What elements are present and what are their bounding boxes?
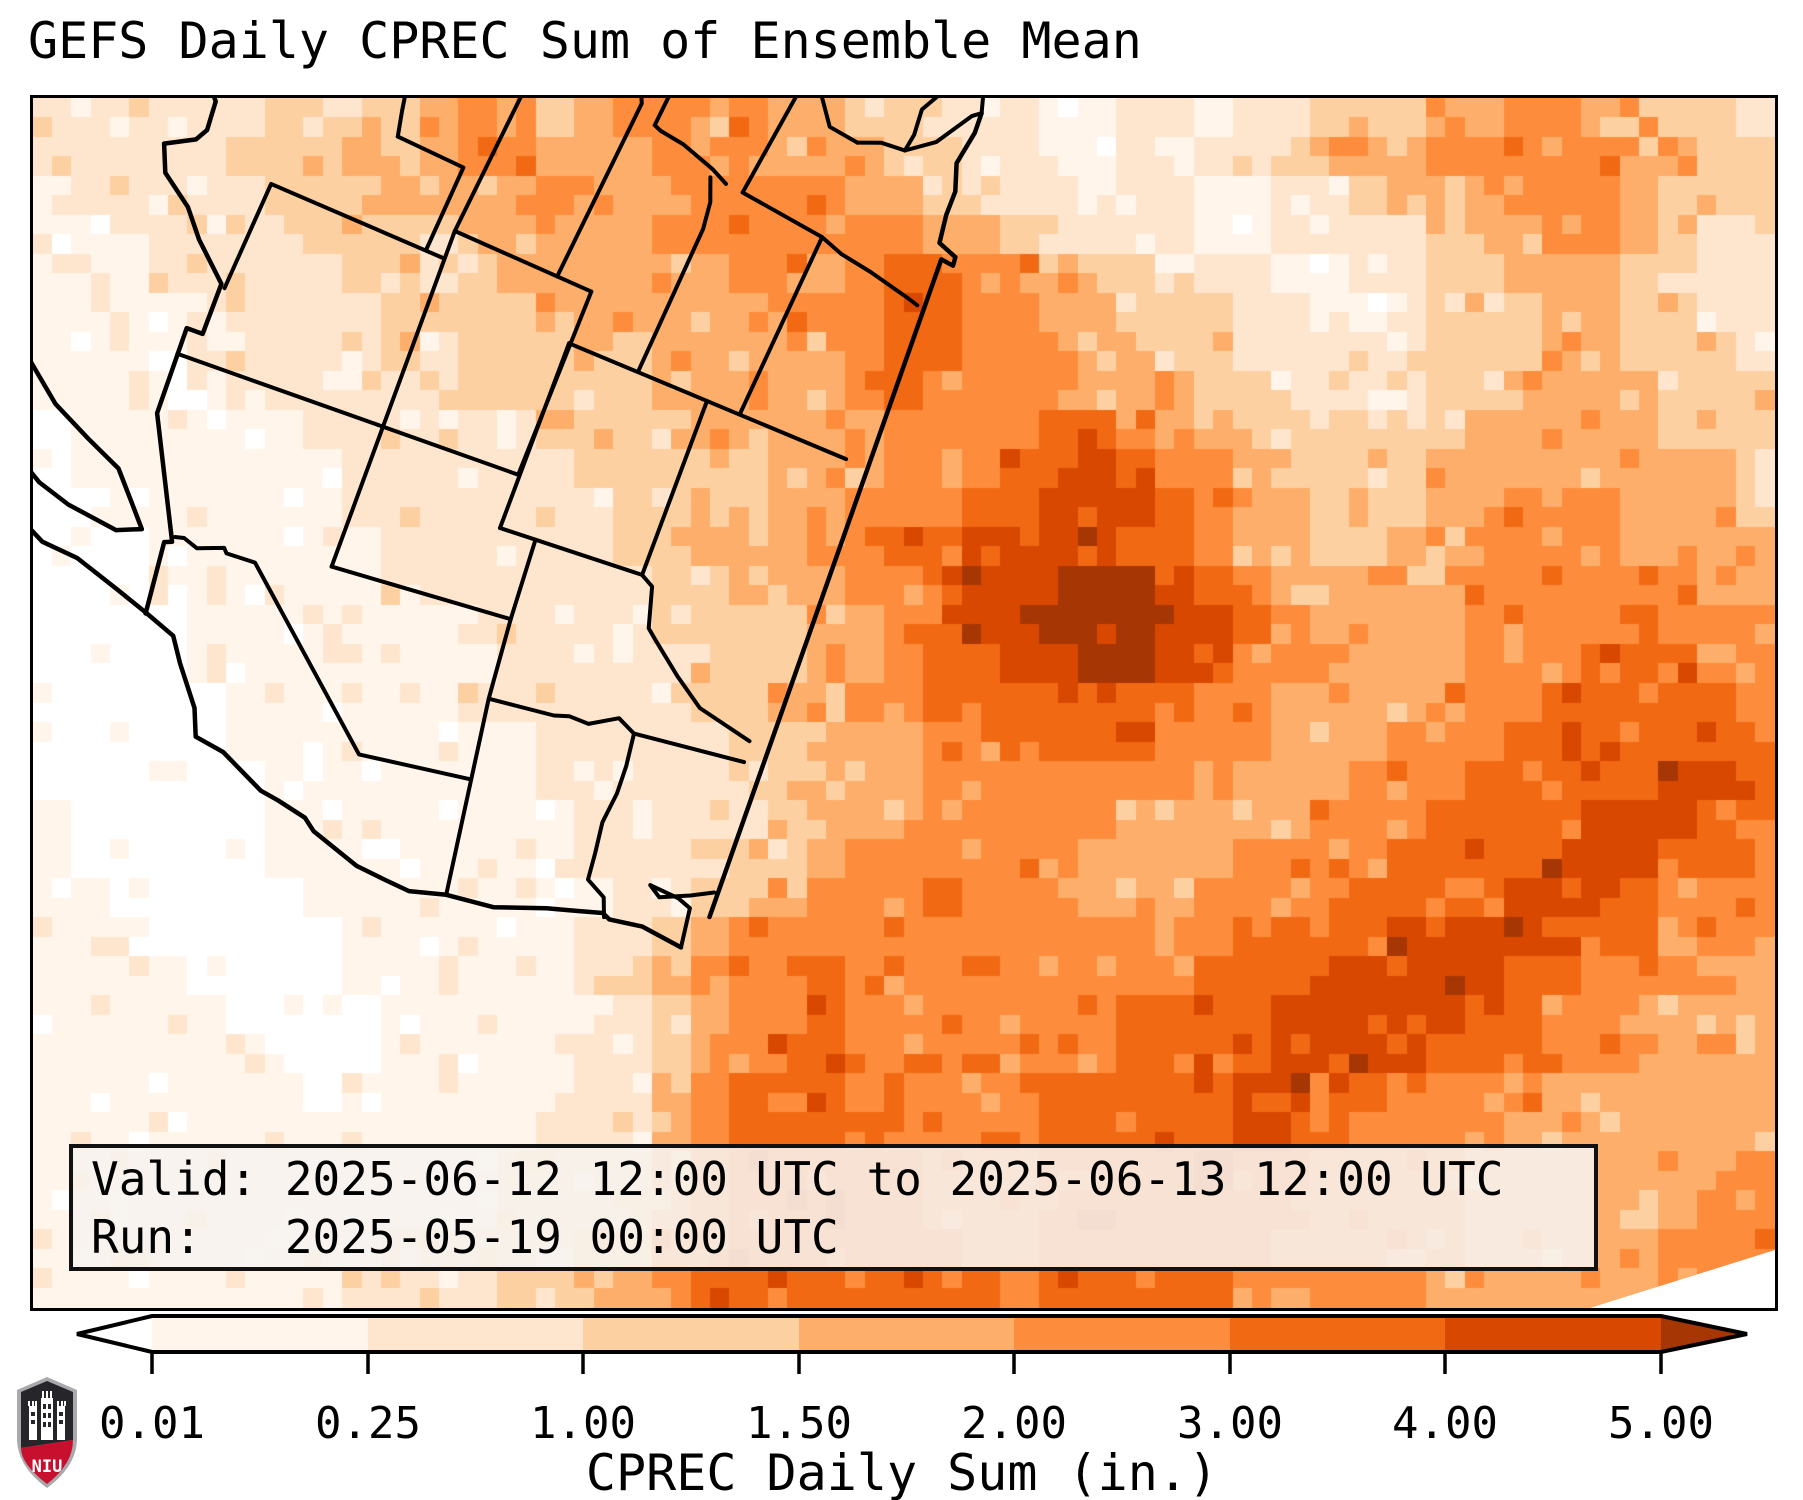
geo-line-wy-west-border xyxy=(498,526,645,577)
precipitation-field-heatmap xyxy=(33,98,1775,1308)
niu-logo-text: NIU xyxy=(32,1457,63,1477)
geo-line-nm-tx-border xyxy=(222,181,445,291)
colorbar-segment-2.00-3.00 xyxy=(1014,1316,1230,1352)
geo-line-sd-ne-border xyxy=(635,175,713,375)
geo-line-id-mt-border xyxy=(640,572,752,744)
geo-line-ca-nv-border xyxy=(173,535,472,782)
geo-line-red-river-border xyxy=(395,98,407,139)
geo-line-ne-ks-border xyxy=(555,98,644,279)
geo-line-az-nm-border xyxy=(175,351,380,427)
geo-line-nd-sd-border xyxy=(737,235,825,417)
geo-line-meridian-104-border xyxy=(567,341,849,462)
state-boundaries-overlay xyxy=(33,98,1775,1308)
colorbar-segment-1.00-1.50 xyxy=(583,1316,799,1352)
colorbar-segment-4.00-5.00 xyxy=(1445,1316,1661,1352)
valid-run-info-box: Valid: 2025-06-12 12:00 UTC to 2025-06-1… xyxy=(69,1144,1598,1271)
geo-line-sonora-coast xyxy=(33,361,145,532)
colorbar-tick-label: 1.00 xyxy=(530,1398,636,1449)
colorbar-segment-0.01-0.25 xyxy=(152,1316,368,1352)
colorbar-over-arrow xyxy=(1661,1316,1747,1352)
geo-line-mn-ia-border xyxy=(740,98,798,195)
geo-line-ut-co-border xyxy=(375,422,521,477)
colorbar-segment-3.00-4.00 xyxy=(1230,1316,1445,1352)
colorbar-tick-label: 0.25 xyxy=(315,1398,421,1449)
geo-line-puget-sound xyxy=(648,883,717,950)
page-title: GEFS Daily CPREC Sum of Ensemble Mean xyxy=(28,12,1142,70)
colorbar-tick-label: 4.00 xyxy=(1392,1398,1498,1449)
no-data-corner xyxy=(1590,1250,1775,1308)
colorbar-tick-label: 0.01 xyxy=(99,1398,205,1449)
colorbar-segment-1.50-2.00 xyxy=(799,1316,1014,1352)
geo-line-mn-nd-border xyxy=(820,235,920,308)
shield-bottom xyxy=(21,1440,73,1484)
geo-line-canada-border-49n xyxy=(707,110,984,920)
colorbar-segment-0.25-1.00 xyxy=(368,1316,583,1352)
run-time-text: Run: 2025-05-19 00:00 UTC xyxy=(91,1210,839,1264)
geo-line-st-croix-river xyxy=(855,140,907,153)
colorbar-tick-label: 1.50 xyxy=(746,1398,852,1449)
geo-line-latitude-42-border xyxy=(444,537,538,897)
geo-line-ut-nv-border xyxy=(329,564,513,622)
geo-line-latitude-37-border xyxy=(329,98,523,569)
geo-line-mo-ia-border xyxy=(652,98,671,128)
valid-time-text: Valid: 2025-06-12 12:00 UTC to 2025-06-1… xyxy=(91,1152,1504,1206)
geo-line-lake-superior xyxy=(902,98,985,153)
geo-line-wa-or-border xyxy=(586,731,636,920)
geo-line-mn-sd-border xyxy=(740,190,825,240)
geo-line-ok-panhandle-border xyxy=(395,134,466,252)
colorbar-tick-label: 5.00 xyxy=(1608,1398,1714,1449)
colorbar-outline xyxy=(76,1314,1748,1354)
geo-line-co-east-border xyxy=(452,229,594,294)
geo-line-or-id-border xyxy=(486,696,636,736)
geo-line-co-north-border xyxy=(516,289,594,477)
geo-line-coast-west xyxy=(143,610,684,950)
geo-line-mt-wy-border xyxy=(640,399,709,577)
geo-line-missouri-river-border xyxy=(652,123,728,186)
niu-logo: NIU xyxy=(17,1377,77,1488)
geo-line-baja-california xyxy=(33,470,149,615)
geo-line-us-mexico-border xyxy=(143,98,224,616)
colorbar-under-arrow xyxy=(77,1316,152,1352)
colorbar-tick-label: 3.00 xyxy=(1177,1398,1283,1449)
precipitation-map[interactable]: Valid: 2025-06-12 12:00 UTC to 2025-06-1… xyxy=(30,95,1778,1311)
colorbar-tick-label: 2.00 xyxy=(961,1398,1067,1449)
castle-icon xyxy=(28,1391,66,1440)
geo-line-wa-id-border xyxy=(632,731,746,765)
colorbar-axis-label: CPREC Daily Sum (in.) xyxy=(586,1444,1218,1500)
